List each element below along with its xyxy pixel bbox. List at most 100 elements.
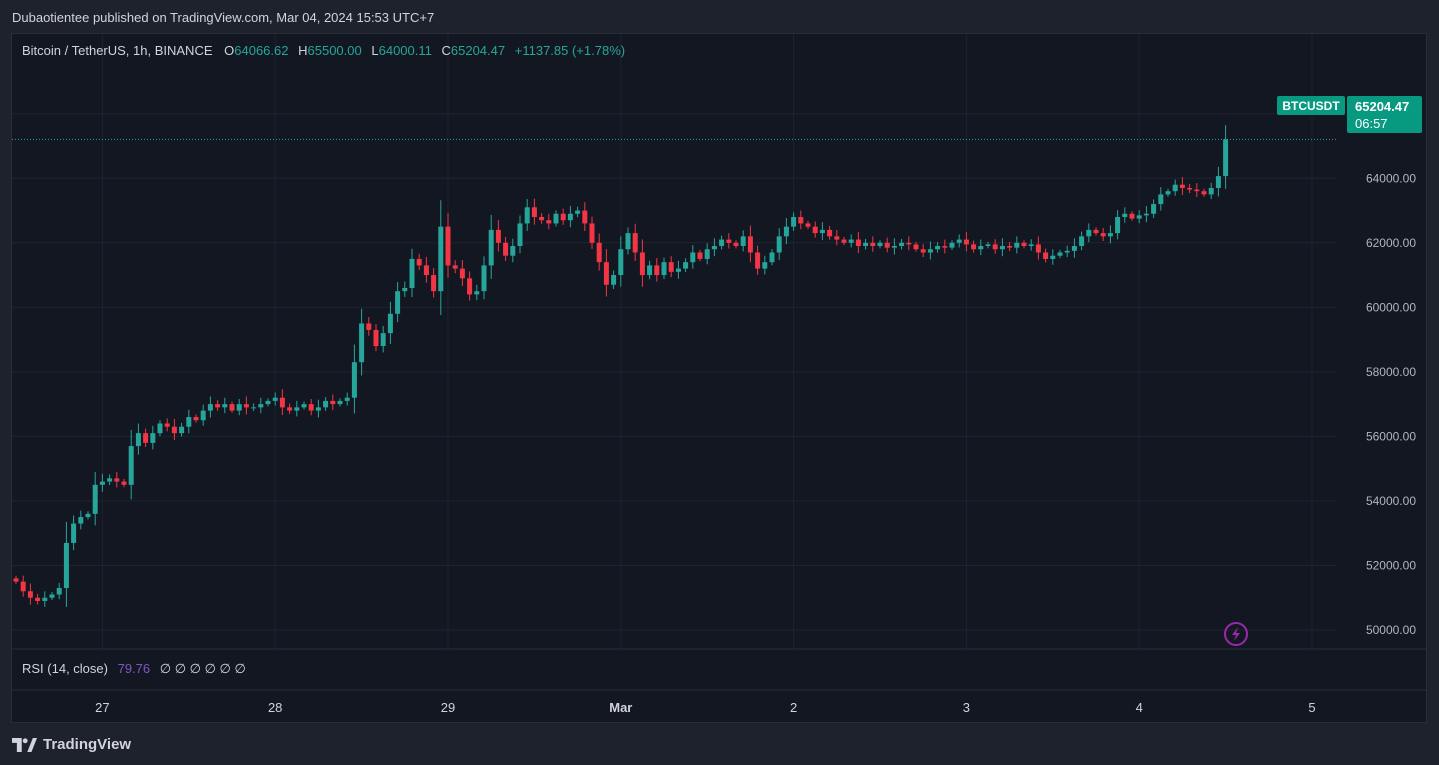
candle[interactable]: [949, 240, 955, 250]
candle[interactable]: [819, 222, 825, 241]
candle[interactable]: [366, 317, 372, 336]
candle[interactable]: [438, 200, 444, 316]
candle[interactable]: [942, 239, 948, 254]
candle[interactable]: [474, 284, 480, 301]
candle[interactable]: [625, 227, 631, 255]
candle[interactable]: [445, 213, 451, 278]
candle[interactable]: [42, 591, 48, 607]
candle[interactable]: [632, 223, 638, 261]
candle[interactable]: [891, 238, 897, 255]
candle[interactable]: [323, 397, 329, 411]
candle[interactable]: [1035, 236, 1041, 260]
candle[interactable]: [913, 241, 919, 252]
candle[interactable]: [1122, 207, 1128, 223]
candle[interactable]: [85, 511, 91, 520]
candle[interactable]: [546, 213, 552, 230]
candle[interactable]: [978, 239, 984, 256]
candle[interactable]: [337, 398, 343, 407]
candle[interactable]: [164, 418, 170, 432]
candle[interactable]: [92, 472, 98, 526]
candle[interactable]: [416, 253, 422, 271]
candle[interactable]: [762, 255, 768, 275]
candle[interactable]: [243, 396, 249, 415]
candle[interactable]: [575, 206, 581, 218]
candle[interactable]: [827, 226, 833, 240]
candle[interactable]: [114, 471, 120, 488]
candle[interactable]: [99, 473, 105, 492]
candle[interactable]: [683, 258, 689, 273]
candle[interactable]: [215, 400, 221, 411]
candle[interactable]: [517, 215, 523, 254]
candle[interactable]: [395, 282, 401, 323]
candle[interactable]: [258, 397, 264, 414]
candle[interactable]: [330, 394, 336, 410]
candle[interactable]: [899, 238, 905, 250]
candlestick-chart[interactable]: 66000.0064000.0062000.0060000.0058000.00…: [12, 34, 1426, 722]
candle[interactable]: [855, 231, 861, 253]
candle[interactable]: [791, 212, 797, 231]
candle[interactable]: [755, 245, 761, 275]
candle[interactable]: [654, 258, 660, 282]
candle[interactable]: [1172, 179, 1178, 196]
candle[interactable]: [992, 239, 998, 254]
candle[interactable]: [63, 521, 69, 607]
candle[interactable]: [531, 198, 537, 225]
candle[interactable]: [143, 428, 149, 448]
candle[interactable]: [78, 510, 84, 530]
candle[interactable]: [272, 392, 278, 406]
candle[interactable]: [409, 248, 415, 298]
candle[interactable]: [661, 257, 667, 280]
candle[interactable]: [186, 409, 192, 434]
candle[interactable]: [582, 202, 588, 231]
candle[interactable]: [740, 230, 746, 252]
candle[interactable]: [459, 260, 465, 286]
candle[interactable]: [963, 231, 969, 252]
candle[interactable]: [467, 271, 473, 301]
candle[interactable]: [387, 301, 393, 344]
candle[interactable]: [351, 344, 357, 414]
candle[interactable]: [157, 420, 163, 437]
candle[interactable]: [927, 241, 933, 260]
candle[interactable]: [1086, 223, 1092, 243]
candle[interactable]: [697, 249, 703, 262]
candle[interactable]: [1151, 199, 1157, 218]
candle[interactable]: [704, 243, 710, 265]
candle[interactable]: [1115, 210, 1121, 240]
candle[interactable]: [128, 429, 134, 500]
candle[interactable]: [884, 237, 890, 253]
candle[interactable]: [1007, 242, 1013, 252]
candle[interactable]: [841, 236, 847, 246]
candle[interactable]: [1158, 187, 1164, 211]
candle[interactable]: [733, 240, 739, 249]
candle[interactable]: [603, 249, 609, 297]
candle[interactable]: [236, 398, 242, 416]
candle[interactable]: [675, 260, 681, 279]
candle[interactable]: [315, 399, 321, 418]
candle[interactable]: [56, 582, 62, 600]
candle[interactable]: [870, 236, 876, 252]
chart-frame[interactable]: 66000.0064000.0062000.0060000.0058000.00…: [11, 33, 1427, 723]
candle[interactable]: [1208, 182, 1214, 200]
candle[interactable]: [877, 240, 883, 249]
candle[interactable]: [150, 425, 156, 450]
candle[interactable]: [481, 256, 487, 300]
candle[interactable]: [1129, 211, 1135, 221]
candle[interactable]: [1165, 188, 1171, 197]
candle[interactable]: [308, 398, 314, 416]
candle[interactable]: [107, 474, 113, 486]
candle[interactable]: [611, 270, 617, 289]
candle[interactable]: [618, 236, 624, 287]
candle[interactable]: [1100, 227, 1106, 241]
candle[interactable]: [121, 478, 127, 488]
candle[interactable]: [222, 397, 228, 414]
candle[interactable]: [1050, 249, 1056, 265]
candle[interactable]: [35, 593, 41, 605]
candle[interactable]: [985, 241, 991, 249]
candle[interactable]: [452, 260, 458, 274]
candle[interactable]: [1057, 249, 1063, 259]
candle[interactable]: [373, 324, 379, 352]
candle[interactable]: [135, 423, 141, 455]
candle[interactable]: [1215, 166, 1221, 197]
candle[interactable]: [193, 414, 199, 423]
candle[interactable]: [863, 238, 869, 250]
